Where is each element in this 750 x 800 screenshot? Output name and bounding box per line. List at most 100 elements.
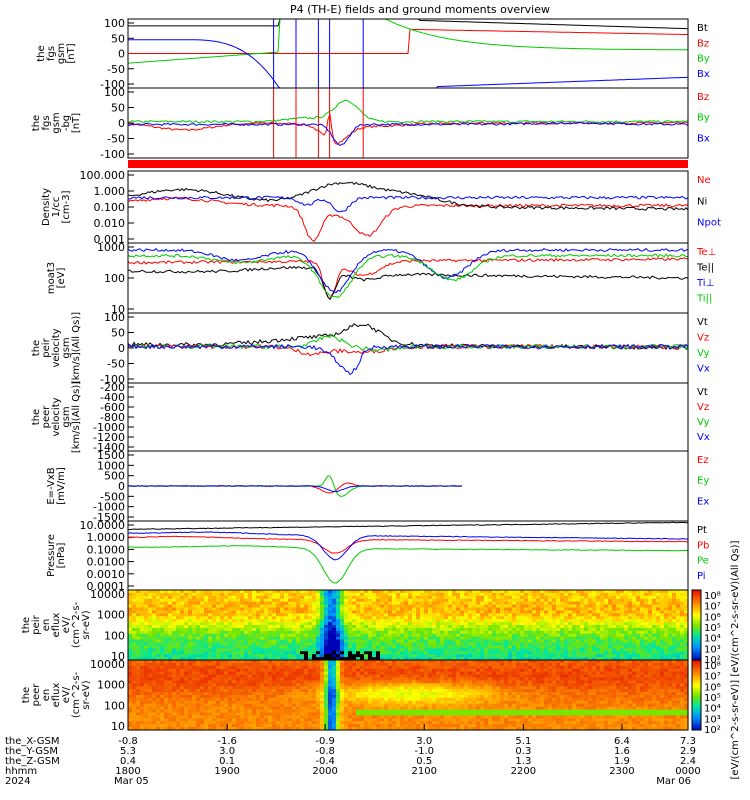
heatmap-cell (616, 607, 621, 612)
heatmap-cell (436, 613, 441, 617)
heatmap-cell (568, 595, 573, 600)
heatmap-cell (320, 592, 325, 597)
heatmap-cell (380, 604, 385, 609)
heatmap-cell (320, 668, 325, 673)
heatmap-cell (152, 648, 157, 652)
heatmap-cell (648, 598, 653, 603)
heatmap-cell (168, 630, 173, 635)
heatmap-cell (272, 674, 277, 679)
heatmap-cell (196, 590, 201, 594)
heatmap-cell (196, 721, 201, 725)
y-axis-label-line: 1/cc (51, 197, 62, 218)
heatmap-cell (224, 697, 229, 702)
heatmap-cell (180, 671, 185, 676)
heatmap-cell (652, 645, 657, 649)
heatmap-cell (232, 633, 237, 638)
heatmap-cell (504, 613, 509, 617)
heatmap-cell (376, 642, 381, 647)
heatmap-cell (276, 721, 281, 725)
heatmap-cell (616, 654, 621, 658)
heatmap-cell (128, 651, 133, 655)
heatmap-cell (460, 592, 465, 597)
heatmap-cell (304, 712, 309, 717)
heatmap-cell (632, 639, 637, 644)
heatmap-cell (468, 657, 473, 661)
heatmap-cell (592, 590, 597, 594)
heatmap-cell (532, 604, 537, 609)
heatmap-cell (236, 727, 241, 731)
heatmap-cell (320, 645, 325, 649)
heatmap-cell (324, 677, 329, 682)
heatmap-cell (244, 680, 249, 684)
legend-entry: Pt (697, 525, 707, 536)
heatmap-cell (344, 619, 349, 623)
heatmap-cell (552, 636, 557, 641)
heatmap-cell (604, 657, 609, 661)
heatmap-cell (168, 683, 173, 687)
heatmap-cell (320, 642, 325, 647)
heatmap-cell (512, 657, 517, 661)
heatmap-cell (204, 633, 209, 638)
heatmap-cell (376, 657, 381, 661)
heatmap-cell (176, 680, 181, 684)
heatmap-cell (292, 665, 297, 670)
heatmap-cell (664, 616, 669, 620)
heatmap-cell (572, 642, 577, 647)
heatmap-cell (580, 639, 585, 644)
heatmap-cell (432, 645, 437, 649)
heatmap-cell (356, 619, 361, 623)
heatmap-cell (332, 613, 337, 617)
heatmap-cell (216, 648, 221, 652)
heatmap-cell (204, 616, 209, 620)
heatmap-cell (208, 654, 213, 658)
heatmap-cell (608, 657, 613, 661)
heatmap-cell (528, 657, 533, 661)
heatmap-cell (272, 709, 277, 714)
heatmap-cell (144, 592, 149, 597)
heatmap-cell (404, 648, 409, 652)
heatmap-cell (176, 727, 181, 731)
ytick-label: -50 (107, 63, 125, 76)
heatmap-cell (312, 662, 317, 667)
heatmap-cell (552, 616, 557, 620)
heatmap-cell (288, 712, 293, 717)
heatmap-cell (312, 651, 317, 655)
heatmap-cell (664, 601, 669, 606)
heatmap-cell (200, 645, 205, 649)
heatmap-cell (200, 683, 205, 687)
heatmap-cell (332, 604, 337, 609)
ytick-label: 1000 (97, 679, 125, 692)
heatmap-cell (444, 651, 449, 655)
heatmap-cell (456, 630, 461, 635)
heatmap-cell (332, 595, 337, 600)
heatmap-cell (428, 625, 433, 629)
heatmap-cell (584, 627, 589, 632)
heatmap-cell (376, 619, 381, 623)
heatmap-cell (592, 636, 597, 641)
heatmap-cell (180, 662, 185, 667)
heatmap-cell (288, 625, 293, 629)
heatmap-cell (272, 639, 277, 644)
heatmap-cell (596, 610, 601, 614)
heatmap-cell (340, 709, 345, 714)
heatmap-cell (320, 601, 325, 606)
heatmap-cell (288, 648, 293, 652)
ytick-label: -400 (100, 391, 125, 404)
heatmap-cell (264, 636, 269, 641)
heatmap-cell (512, 604, 517, 609)
y-axis-label-line: [km/s](All Qs)] (71, 312, 82, 384)
heatmap-cell (368, 654, 373, 658)
heatmap-cell (172, 642, 177, 647)
heatmap-cell (176, 595, 181, 600)
heatmap-cell (320, 610, 325, 614)
heatmap-cell (284, 610, 289, 614)
heatmap-cell (528, 625, 533, 629)
heatmap-cell (228, 639, 233, 644)
heatmap-cell (676, 622, 681, 626)
heatmap-cell (608, 592, 613, 597)
heatmap-cell (224, 636, 229, 641)
heatmap-cell (300, 627, 305, 632)
heatmap-cell (240, 654, 245, 658)
heatmap-cell (140, 604, 145, 609)
heatmap-cell (332, 610, 337, 614)
